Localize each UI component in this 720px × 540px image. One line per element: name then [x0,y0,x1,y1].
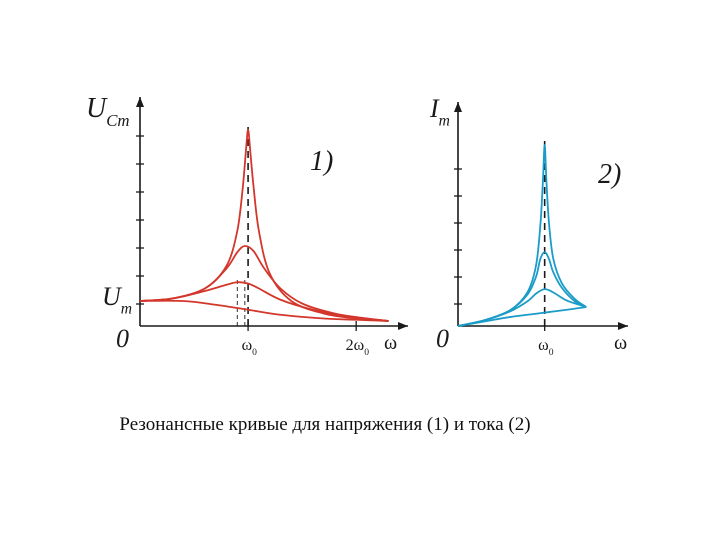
y-axis-arrow [136,97,144,107]
resonance-curve-1 [457,144,587,327]
x-axis-label: ω [384,332,397,354]
x-axis-arrow [398,322,408,330]
y-axis-label: Im [429,94,450,129]
origin-label: 0 [436,324,449,353]
y-marker-label-subscript: m [121,300,132,317]
x-axis-label: ω [614,332,627,354]
current-resonance-panel: ω0 Im 0 ω 2) [429,94,628,358]
x-tick-label-subscript: 0 [252,347,257,358]
voltage-resonance-panel: ω0 2ω0 UCm Um 0 ω 1) [86,93,408,358]
resonance-curve-4 [457,306,587,327]
panel-label: 2) [598,159,621,190]
resonance-curve-3 [139,281,389,322]
figure-caption: Резонансные кривые для напряжения (1) и … [119,414,531,435]
y-axis-label-subscript: m [439,112,450,129]
x-tick-label-subscript: 0 [364,347,369,358]
resonance-curve-3 [457,288,587,327]
x-tick-label: ω0 [242,337,258,358]
panel-label: 1) [310,146,333,177]
x-tick-label: ω0 [538,337,554,358]
x-tick-label-subscript: 0 [549,347,554,358]
x-axis-arrow [618,322,628,330]
y-axis-arrow [454,102,462,112]
x-tick-label: 2ω0 [346,337,370,358]
origin-label: 0 [116,324,129,353]
y-marker-label: Um [102,282,132,317]
resonance-curve-4 [139,299,389,322]
y-axis-label-subscript: Cm [106,111,129,130]
y-axis-label: UCm [86,93,130,130]
